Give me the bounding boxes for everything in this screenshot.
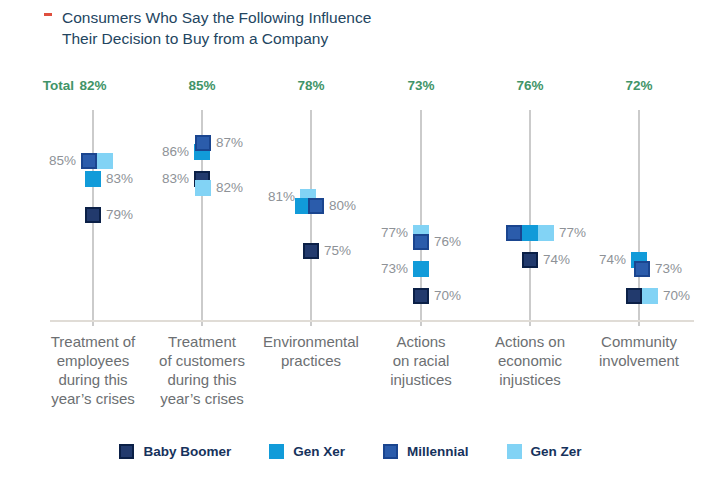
- data-point-marker-millennial[interactable]: [634, 261, 650, 277]
- data-point-marker-baby-boomer[interactable]: [85, 207, 101, 223]
- point-value-label: 82%: [216, 180, 243, 196]
- data-point-marker-millennial[interactable]: [195, 135, 211, 151]
- legend-item-gen-x[interactable]: Gen Xer: [269, 444, 345, 459]
- point-value-label: 83%: [162, 171, 189, 187]
- point-value-label: 74%: [543, 252, 570, 268]
- category-label: Environmental practices: [251, 332, 371, 370]
- chart-legend: Baby Boomer Gen Xer Millennial Gen Zer: [0, 444, 701, 459]
- category-axis-line: [310, 110, 312, 326]
- point-value-label: 87%: [216, 135, 243, 151]
- data-point-marker-baby-boomer[interactable]: [522, 252, 538, 268]
- data-point-marker-gen-x[interactable]: [413, 261, 429, 277]
- legend-item-baby-boomer[interactable]: Baby Boomer: [119, 444, 231, 459]
- point-value-label: 76%: [434, 234, 461, 250]
- total-value: 85%: [147, 78, 257, 93]
- total-value: 82%: [38, 78, 148, 93]
- legend-label: Gen Zer: [531, 444, 582, 459]
- point-value-label: 85%: [49, 153, 76, 169]
- point-value-label: 77%: [381, 225, 408, 241]
- chart-title: Consumers Who Say the Following Influenc…: [62, 8, 371, 50]
- point-value-label: 81%: [268, 189, 295, 205]
- legend-label: Gen Xer: [293, 444, 345, 459]
- data-point-marker-gen-x[interactable]: [85, 171, 101, 187]
- data-point-marker-gen-x[interactable]: [522, 225, 538, 241]
- point-value-label: 80%: [329, 198, 356, 214]
- point-value-label: 79%: [106, 207, 133, 223]
- category-axis-line: [529, 110, 531, 326]
- category-label: Treatment of customers during this year’…: [142, 332, 262, 408]
- point-value-label: 74%: [599, 252, 626, 268]
- legend-swatch-icon: [507, 444, 522, 459]
- legend-swatch-icon: [119, 444, 134, 459]
- category-label: Treatment of employees during this year’…: [33, 332, 153, 408]
- total-value: 73%: [366, 78, 476, 93]
- title-accent-dash: [44, 13, 52, 16]
- data-point-marker-baby-boomer[interactable]: [303, 243, 319, 259]
- total-value: 72%: [584, 78, 694, 93]
- data-point-marker-millennial[interactable]: [81, 153, 97, 169]
- data-point-marker-millennial[interactable]: [308, 198, 324, 214]
- point-value-label: 70%: [434, 288, 461, 304]
- point-value-label: 73%: [381, 261, 408, 277]
- point-value-label: 86%: [162, 144, 189, 160]
- data-point-marker-baby-boomer[interactable]: [626, 288, 642, 304]
- legend-swatch-icon: [383, 444, 398, 459]
- total-value: 78%: [256, 78, 366, 93]
- legend-swatch-icon: [269, 444, 284, 459]
- point-value-label: 75%: [324, 243, 351, 259]
- legend-label: Millennial: [407, 444, 469, 459]
- data-point-marker-millennial[interactable]: [506, 225, 522, 241]
- data-point-marker-gen-z[interactable]: [97, 153, 113, 169]
- data-point-marker-baby-boomer[interactable]: [413, 288, 429, 304]
- data-point-marker-gen-z[interactable]: [642, 288, 658, 304]
- point-value-label: 70%: [663, 288, 690, 304]
- legend-label: Baby Boomer: [143, 444, 231, 459]
- legend-item-gen-z[interactable]: Gen Zer: [507, 444, 582, 459]
- category-label: Actions on economic injustices: [470, 332, 590, 389]
- point-value-label: 77%: [559, 225, 586, 241]
- point-value-label: 73%: [655, 261, 682, 277]
- category-label: Community involvement: [579, 332, 699, 370]
- x-axis-baseline: [50, 320, 694, 322]
- point-value-label: 83%: [106, 171, 133, 187]
- total-value: 76%: [475, 78, 585, 93]
- chart-canvas: Consumers Who Say the Following Influenc…: [0, 0, 701, 497]
- legend-item-millennial[interactable]: Millennial: [383, 444, 469, 459]
- category-label: Actions on racial injustices: [361, 332, 481, 389]
- data-point-marker-millennial[interactable]: [413, 234, 429, 250]
- data-point-marker-gen-z[interactable]: [538, 225, 554, 241]
- data-point-marker-gen-z[interactable]: [195, 180, 211, 196]
